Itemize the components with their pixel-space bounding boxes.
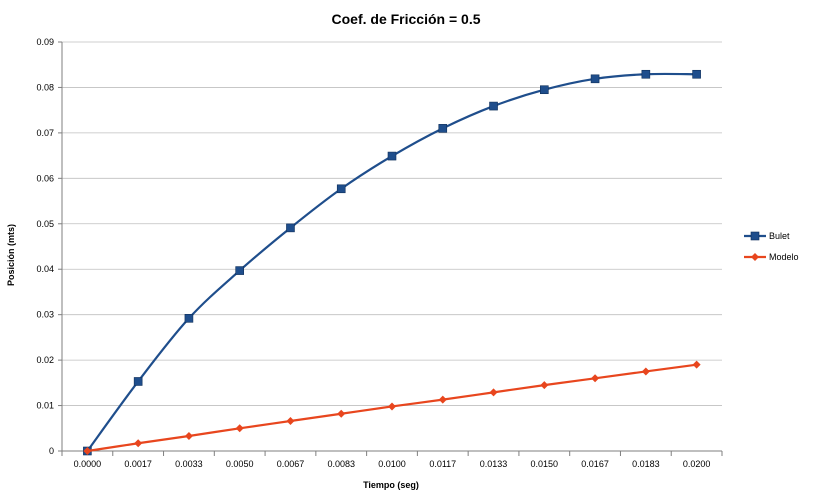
legend-entry: Modelo [744,252,799,262]
data-point [388,402,396,411]
data-point [184,432,193,441]
data-point [184,314,194,323]
data-point [692,69,701,79]
x-tick-label: 0.0017 [124,459,152,469]
x-tick-label: 0.0200 [683,459,711,469]
legend-label: Bulet [769,231,790,241]
data-point [540,85,549,95]
x-tick-labels: 0.0000 0.0017 0.0033 0.0050 0.0067 0.0083 0.01… [74,459,711,469]
x-tick-label: 0.0067 [277,459,305,469]
x-tick-label: 0.0183 [632,459,660,469]
data-point [438,124,448,133]
chart-title: Coef. de Fricción = 0.5 [332,11,481,27]
x-tick-label: 0.0167 [581,459,609,469]
x-tick-label: 0.0150 [531,459,559,469]
data-point [286,417,295,426]
y-tick-label: 0.02 [36,355,54,365]
data-point [134,439,143,448]
data-point [591,374,600,383]
data-point [337,409,346,418]
data-point [489,388,498,397]
x-tick-label: 0.0133 [480,459,508,469]
legend: Bulet Modelo [744,231,799,262]
data-point [336,184,346,194]
x-tick-label: 0.0050 [226,459,254,469]
data-point [387,151,397,161]
series-bulet [83,69,701,456]
y-tick-label: 0.03 [36,310,54,320]
y-tick-label: 0.01 [36,401,54,411]
legend-label: Modelo [769,252,799,262]
data-point [286,223,295,233]
x-tick-label: 0.0000 [74,459,102,469]
y-tick-label: 0.04 [36,264,54,274]
data-point [235,266,244,275]
data-point [590,74,600,84]
data-point [83,447,92,455]
x-tick-label: 0.0083 [327,459,355,469]
data-point [641,69,651,79]
y-axis-label: Posición (mts) [6,224,16,286]
y-tick-label: 0.08 [36,82,54,92]
series [83,69,701,456]
series-modelo [83,360,701,455]
legend-swatch-marker [750,231,760,241]
data-point [540,381,549,390]
data-point [235,424,244,433]
legend-swatch-marker [751,253,759,261]
x-axis-label: Tiempo (seg) [363,480,419,490]
y-tick-labels: 0 0.01 0.02 0.03 0.04 0.05 0.06 0.07 0.08 0.09 [36,37,54,456]
y-tick-label: 0 [49,446,54,456]
data-point [692,360,701,369]
x-tick-label: 0.0100 [378,459,406,469]
data-point [489,101,498,111]
legend-entry: Bulet [744,231,790,241]
x-tick-label: 0.0117 [429,459,456,469]
axes [58,41,723,456]
gridlines [62,41,722,406]
x-tick-label: 0.0033 [175,459,203,469]
data-point [438,395,447,404]
series-line [86,72,697,452]
y-tick-label: 0.06 [36,173,54,183]
y-tick-label: 0.07 [36,128,54,138]
data-point [641,367,650,376]
data-point [133,377,143,386]
y-tick-label: 0.05 [36,219,54,229]
y-tick-label: 0.09 [36,37,54,47]
